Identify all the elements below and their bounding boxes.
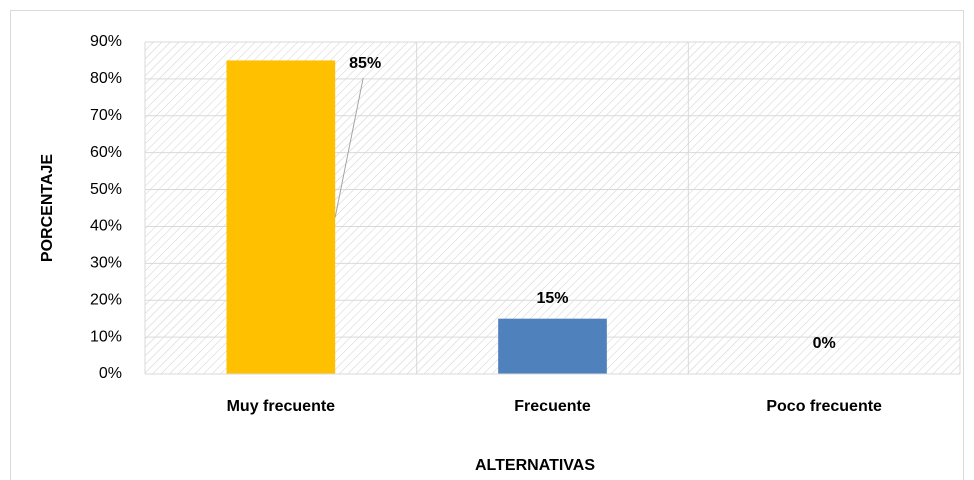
y-tick-label: 70%	[90, 107, 122, 124]
y-tick-label: 20%	[90, 291, 122, 308]
bar	[498, 318, 607, 374]
y-tick-label: 80%	[90, 70, 122, 87]
bar	[226, 60, 336, 374]
x-axis-label: ALTERNATIVAS	[475, 457, 595, 474]
y-tick-label: 90%	[90, 33, 122, 50]
y-tick-label: 10%	[90, 328, 122, 345]
y-tick-label: 50%	[90, 181, 122, 198]
data-label: 0%	[813, 335, 836, 352]
y-tick-label: 0%	[99, 365, 122, 382]
leader-line	[334, 77, 364, 218]
data-label: 15%	[536, 290, 568, 307]
x-tick-label: Frecuente	[514, 398, 591, 415]
y-axis-label: PORCENTAJE	[39, 154, 56, 262]
x-tick-label: Poco frecuente	[766, 398, 882, 415]
x-tick-label: Muy frecuente	[227, 398, 336, 415]
y-tick-label: 40%	[90, 218, 122, 235]
y-tick-label: 60%	[90, 144, 122, 161]
y-tick-label: 30%	[90, 255, 122, 272]
data-label: 85%	[349, 55, 381, 72]
